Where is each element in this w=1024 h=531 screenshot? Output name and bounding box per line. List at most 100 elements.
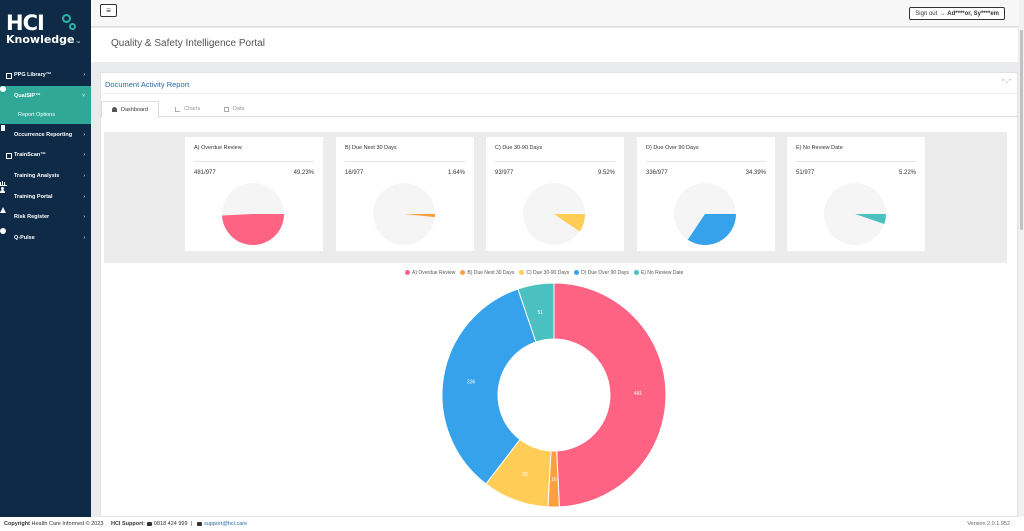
chevron-right-icon: ›	[83, 235, 85, 241]
table-icon	[224, 106, 229, 112]
donut-segment[interactable]	[553, 282, 667, 508]
donut-data-label: 481	[634, 391, 643, 397]
card-divider	[345, 161, 465, 162]
chevron-right-icon: ›	[83, 194, 85, 200]
legend-swatch	[519, 270, 525, 275]
sign-out-button[interactable]: Sign out → Ad****or, Sy****em	[909, 7, 1005, 20]
page-header: Quality & Safety Intelligence Portal	[91, 28, 1018, 62]
tab-charts[interactable]: Charts	[165, 101, 210, 117]
card-count: 93/977	[495, 170, 514, 176]
summary-cards: A) Overdue Review 481/977 49.23% B) Due …	[104, 132, 1007, 263]
gear-icon	[69, 23, 76, 30]
tab-label: Dashboard	[121, 106, 148, 113]
sidebar-item-q-pulse[interactable]: Q-Pulse ›	[0, 228, 91, 248]
support-email-link[interactable]: support@hci.care	[204, 521, 248, 527]
card-pie-chart[interactable]	[221, 182, 285, 246]
sidebar-item-label: Risk Register	[14, 214, 50, 220]
graduation-cap-icon	[5, 194, 11, 200]
sidebar-item-label: TrainScan™	[14, 152, 46, 158]
card-pie-chart[interactable]	[372, 182, 436, 246]
card-pie-chart[interactable]	[522, 182, 586, 246]
sidebar-item-risk-register[interactable]: Risk Register ›	[0, 207, 91, 227]
sidebar-item-training-portal[interactable]: Training Portal ›	[0, 187, 91, 207]
chevron-right-icon: ›	[83, 214, 85, 220]
footer-separator: |	[190, 521, 192, 527]
gear-icon	[62, 14, 71, 23]
summary-card-due-30: B) Due Next 30 Days 16/977 1.64%	[336, 137, 474, 251]
legend-item-due-30[interactable]: B) Due Next 30 Days	[460, 270, 514, 276]
warning-icon	[5, 214, 11, 220]
card-divider	[796, 161, 916, 162]
sidebar-item-label: Training Analysis	[14, 173, 60, 179]
collapse-expand-icons[interactable]: ^ ⤢	[1001, 79, 1011, 85]
legend-swatch	[574, 270, 580, 275]
tab-data[interactable]: Data	[214, 101, 255, 117]
sidebar-item-label: Q-Pulse	[14, 235, 35, 241]
page-scrollbar[interactable]	[1019, 0, 1024, 517]
pie-slice[interactable]	[687, 214, 736, 245]
copyright-text: Health Care Informed © 2023	[31, 521, 104, 527]
chevron-right-icon: ›	[83, 152, 85, 158]
pie-slice[interactable]	[404, 214, 435, 218]
panel-title: Document Activity Report	[105, 80, 190, 89]
legend-label: D) Due Over 90 Days	[581, 269, 629, 276]
card-pie-chart[interactable]	[673, 182, 737, 246]
legend-label: E) No Review Date	[640, 269, 684, 276]
bar-chart-icon	[5, 173, 11, 179]
donut-data-label: 336	[467, 379, 476, 385]
copyright-label: Copyright	[4, 521, 30, 527]
card-percent: 1.64%	[447, 170, 465, 176]
legend-swatch	[405, 270, 410, 275]
legend-item-due-30-90[interactable]: C) Due 30-90 Days	[519, 270, 569, 276]
sidebar-item-training-analysis[interactable]: Training Analysis ›	[0, 166, 91, 186]
card-pie-chart[interactable]	[823, 182, 887, 246]
legend-item-no-review[interactable]: E) No Review Date	[633, 269, 684, 276]
chart-legend: A) Overdue Review B) Due Next 30 Days C)…	[405, 268, 688, 277]
sidebar-subitem-report-options[interactable]: Report Options	[0, 106, 91, 124]
pie-slice[interactable]	[855, 214, 886, 224]
scrollbar-thumb[interactable]	[1020, 30, 1023, 230]
tab-dashboard[interactable]: Dashboard	[101, 101, 159, 118]
star-icon	[5, 93, 11, 99]
sidebar-item-qualsip[interactable]: QualSIP™ ˅	[0, 86, 91, 106]
hci-logo[interactable]: HCI Knowledge ™	[6, 12, 86, 52]
sidebar-item-ppg-library[interactable]: PPG Library™ ›	[0, 65, 91, 85]
donut-chart[interactable]: 481 16 93 336 51	[441, 282, 667, 508]
card-count: 336/977	[646, 170, 668, 176]
pie-slice[interactable]	[554, 214, 585, 232]
card-count: 481/977	[194, 170, 216, 176]
chevron-right-icon: ›	[83, 132, 85, 138]
dashboard-icon	[112, 107, 117, 112]
document-icon	[5, 132, 11, 138]
legend-label: B) Due Next 30 Days	[467, 269, 515, 276]
chevron-right-icon: ›	[83, 173, 85, 179]
top-bar: ≡ Sign out → Ad****or, Sy****em	[91, 0, 1024, 27]
summary-card-over-90: D) Due Over 90 Days 336/977 34.39%	[637, 137, 775, 251]
sign-out-icon: →	[939, 10, 946, 17]
card-percent: 9.52%	[597, 170, 615, 176]
footer-spacer	[106, 521, 108, 527]
card-title: A) Overdue Review	[194, 145, 242, 151]
support-phone: 0818 424 999	[153, 521, 188, 527]
report-tabs: Dashboard Charts Data	[101, 101, 1017, 118]
pie-slice[interactable]	[222, 214, 284, 245]
card-title: C) Due 30-90 Days	[495, 145, 543, 151]
card-count: 51/977	[796, 170, 815, 176]
sign-out-label: Sign out	[915, 10, 938, 17]
support-label: HCI Support:	[110, 521, 145, 527]
logo-trademark: ™	[76, 40, 80, 45]
sidebar-item-trainscan[interactable]: TrainScan™ ›	[0, 145, 91, 165]
donut-data-label: 93	[522, 472, 528, 478]
legend-item-over-90[interactable]: D) Due Over 90 Days	[574, 270, 629, 276]
legend-item-overdue[interactable]: A) Overdue Review	[405, 270, 455, 276]
line-chart-icon	[175, 106, 180, 112]
donut-data-label: 16	[551, 477, 557, 483]
donut-segment[interactable]	[517, 282, 555, 343]
monitor-icon	[5, 152, 12, 159]
sidebar-item-label: QualSIP™	[14, 93, 41, 99]
menu-toggle-button[interactable]: ≡	[100, 4, 117, 17]
card-title: D) Due Over 90 Days	[646, 145, 699, 151]
sidebar-item-occurrence-reporting[interactable]: Occurrence Reporting ›	[0, 125, 91, 145]
card-title: B) Due Next 30 Days	[345, 145, 397, 151]
donut-segment[interactable]	[441, 288, 537, 485]
